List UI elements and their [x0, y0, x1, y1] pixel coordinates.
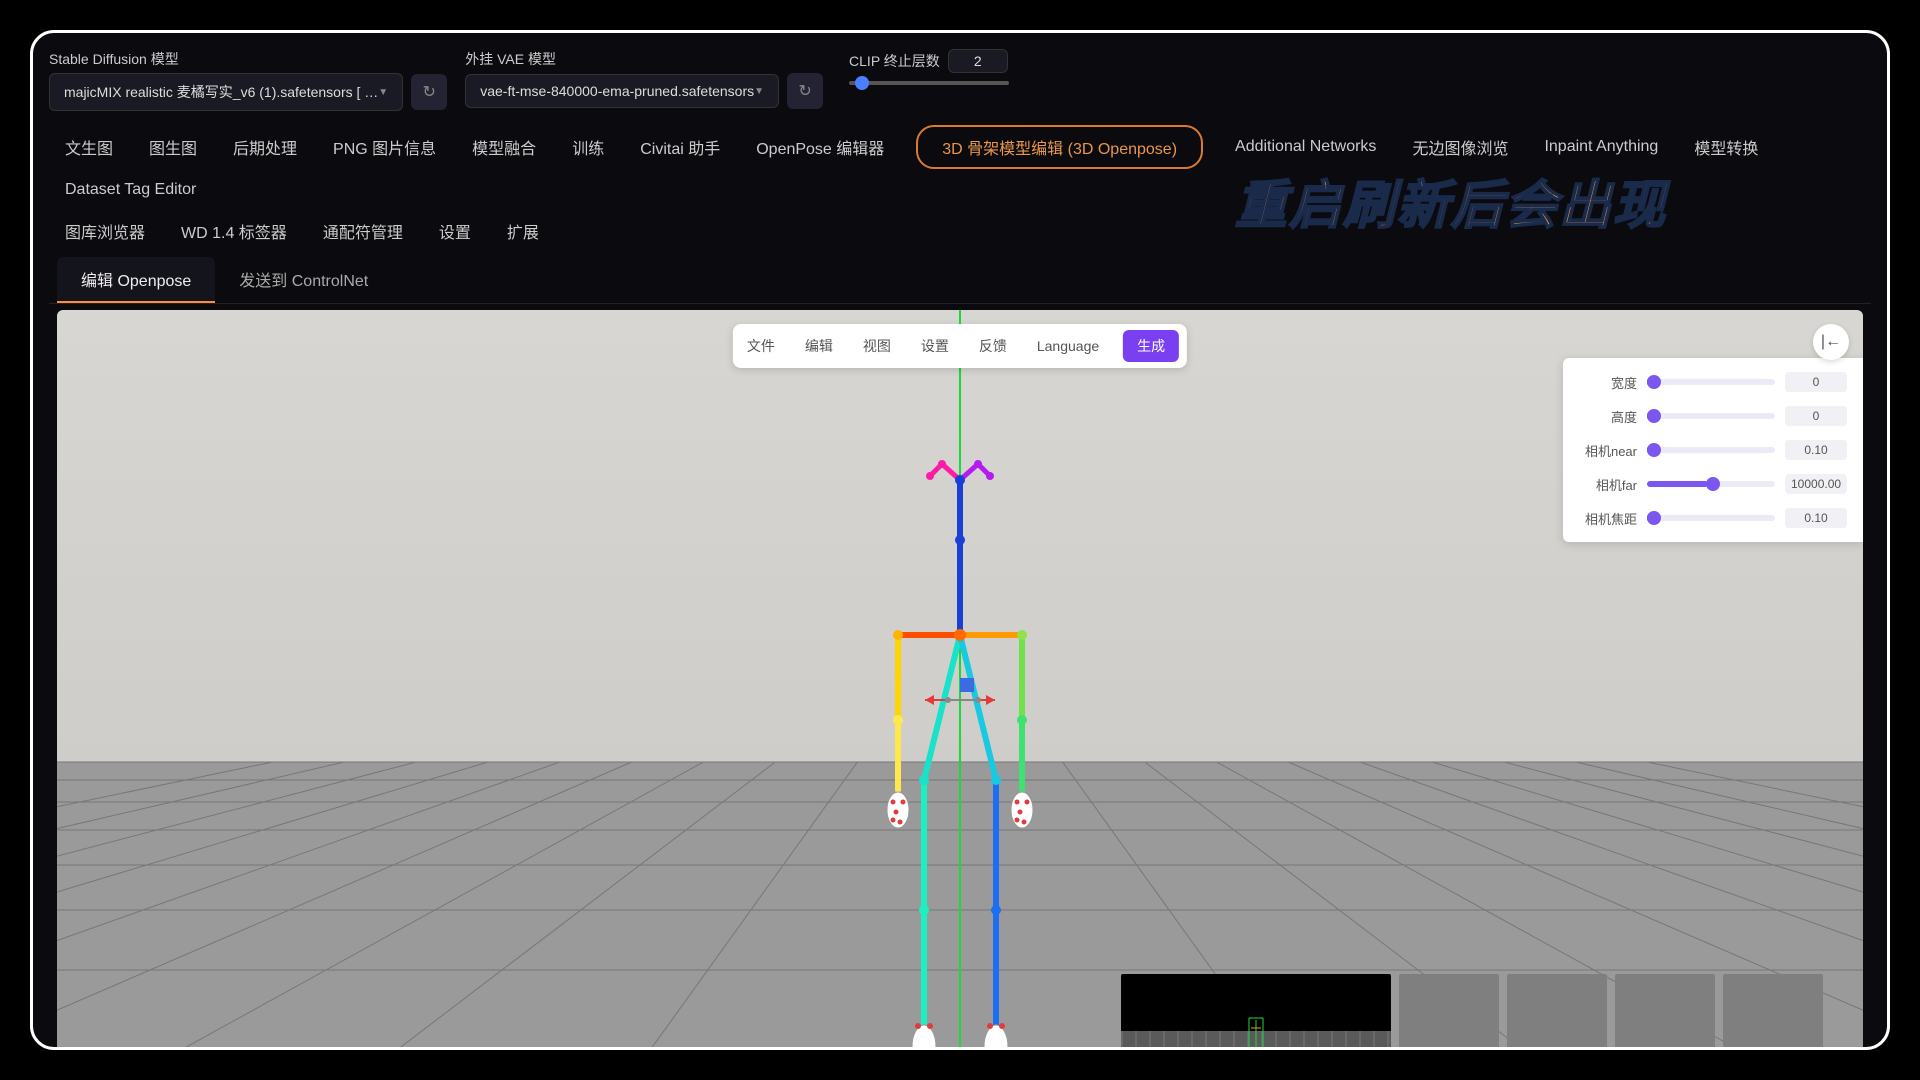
tab-3d-openpose[interactable]: 3D 骨架模型编辑 (3D Openpose): [916, 125, 1203, 169]
clip-slider[interactable]: [849, 81, 1009, 85]
tab-civitai[interactable]: Civitai 助手: [636, 129, 724, 165]
clip-value[interactable]: 2: [948, 49, 1008, 73]
slider-camera-near[interactable]: 相机near 0.10: [1579, 440, 1847, 460]
tab-wildcards[interactable]: 通配符管理: [319, 213, 407, 249]
tab-dataset-tag[interactable]: Dataset Tag Editor: [61, 175, 200, 205]
chevron-down-icon: ▼: [754, 86, 764, 97]
refresh-icon: ↻: [423, 82, 436, 102]
generate-button[interactable]: 生成: [1123, 330, 1179, 362]
tab-wd14[interactable]: WD 1.4 标签器: [177, 213, 291, 249]
slider-camera-far[interactable]: 相机far 10000.00: [1579, 474, 1847, 494]
camera-panel: 宽度 0 高度 0 相机near 0.10 相机far 10000.00 相机焦…: [1563, 358, 1863, 542]
menu-feedback[interactable]: 反馈: [973, 332, 1013, 360]
sd-model-label: Stable Diffusion 模型: [49, 49, 447, 69]
top-model-row: Stable Diffusion 模型 majicMIX realistic 麦…: [49, 45, 1871, 121]
menu-settings[interactable]: 设置: [915, 332, 955, 360]
preview-skeleton-icon: [1241, 1010, 1271, 1050]
tab-merge[interactable]: 模型融合: [468, 129, 540, 165]
menu-file[interactable]: 文件: [741, 332, 781, 360]
vae-model-block: 外挂 VAE 模型 vae-ft-mse-840000-ema-pruned.s…: [465, 49, 823, 109]
clip-label: CLIP 终止层数: [849, 51, 940, 71]
tab-extras[interactable]: 后期处理: [229, 129, 301, 165]
tab-openpose-editor[interactable]: OpenPose 编辑器: [752, 129, 888, 165]
pose-skeleton[interactable]: [860, 450, 1060, 1050]
sd-model-block: Stable Diffusion 模型 majicMIX realistic 麦…: [49, 49, 447, 111]
clip-skip-block: CLIP 终止层数 2: [849, 49, 1009, 85]
preview-slot-1[interactable]: [1399, 974, 1499, 1050]
slider-width[interactable]: 宽度 0: [1579, 372, 1847, 392]
tab-inpaint-anything[interactable]: Inpaint Anything: [1540, 132, 1662, 162]
annotation-overlay: 重启刷新后会出现: [1235, 163, 1667, 238]
canvas-toolbar: 文件 编辑 视图 设置 反馈 Language 生成: [733, 324, 1187, 368]
preview-main[interactable]: ▷ ◻ ↺: [1121, 974, 1391, 1050]
tab-gallery[interactable]: 图库浏览器: [61, 213, 149, 249]
tab-model-convert[interactable]: 模型转换: [1690, 129, 1762, 165]
menu-view[interactable]: 视图: [857, 332, 897, 360]
subtabs: 编辑 Openpose 发送到 ControlNet: [49, 257, 1871, 304]
vae-model-value: vae-ft-mse-840000-ema-pruned.safetensors: [480, 83, 754, 99]
menu-language[interactable]: Language: [1031, 334, 1105, 358]
vae-model-label: 外挂 VAE 模型: [465, 49, 823, 69]
preview-slot-4[interactable]: [1723, 974, 1823, 1050]
slider-camera-focal[interactable]: 相机焦距 0.10: [1579, 508, 1847, 528]
panel-collapse-button[interactable]: |←: [1813, 324, 1849, 360]
tab-infinite-browser[interactable]: 无边图像浏览: [1408, 129, 1512, 165]
app-frame: Stable Diffusion 模型 majicMIX realistic 麦…: [30, 30, 1890, 1050]
preview-strip: ▷ ◻ ↺: [1121, 974, 1823, 1050]
vae-refresh-button[interactable]: ↻: [787, 73, 823, 109]
sd-refresh-button[interactable]: ↻: [411, 74, 447, 110]
slider-height[interactable]: 高度 0: [1579, 406, 1847, 426]
sd-model-value: majicMIX realistic 麦橘写实_v6 (1).safetenso…: [64, 82, 378, 102]
tab-settings[interactable]: 设置: [435, 213, 475, 249]
sd-model-dropdown[interactable]: majicMIX realistic 麦橘写实_v6 (1).safetenso…: [49, 73, 403, 111]
transform-gizmo[interactable]: [900, 670, 1020, 730]
subtab-edit-openpose[interactable]: 编辑 Openpose: [57, 257, 215, 303]
tab-additional-networks[interactable]: Additional Networks: [1231, 132, 1380, 162]
vae-model-dropdown[interactable]: vae-ft-mse-840000-ema-pruned.safetensors…: [465, 74, 779, 108]
subtab-send-controlnet[interactable]: 发送到 ControlNet: [215, 257, 392, 303]
preview-slot-2[interactable]: [1507, 974, 1607, 1050]
slider-thumb[interactable]: [855, 76, 869, 90]
viewport[interactable]: 文件 编辑 视图 设置 反馈 Language 生成 |← 宽度 0 高度 0 …: [57, 310, 1863, 1050]
tab-train[interactable]: 训练: [568, 129, 608, 165]
chevron-down-icon: ▼: [378, 87, 388, 98]
tab-pnginfo[interactable]: PNG 图片信息: [329, 129, 440, 165]
refresh-icon: ↻: [798, 81, 811, 101]
menu-edit[interactable]: 编辑: [799, 332, 839, 360]
tab-extensions[interactable]: 扩展: [503, 213, 543, 249]
tab-txt2img[interactable]: 文生图: [61, 129, 117, 165]
preview-slot-3[interactable]: [1615, 974, 1715, 1050]
collapse-icon: |←: [1821, 333, 1841, 351]
tab-img2img[interactable]: 图生图: [145, 129, 201, 165]
